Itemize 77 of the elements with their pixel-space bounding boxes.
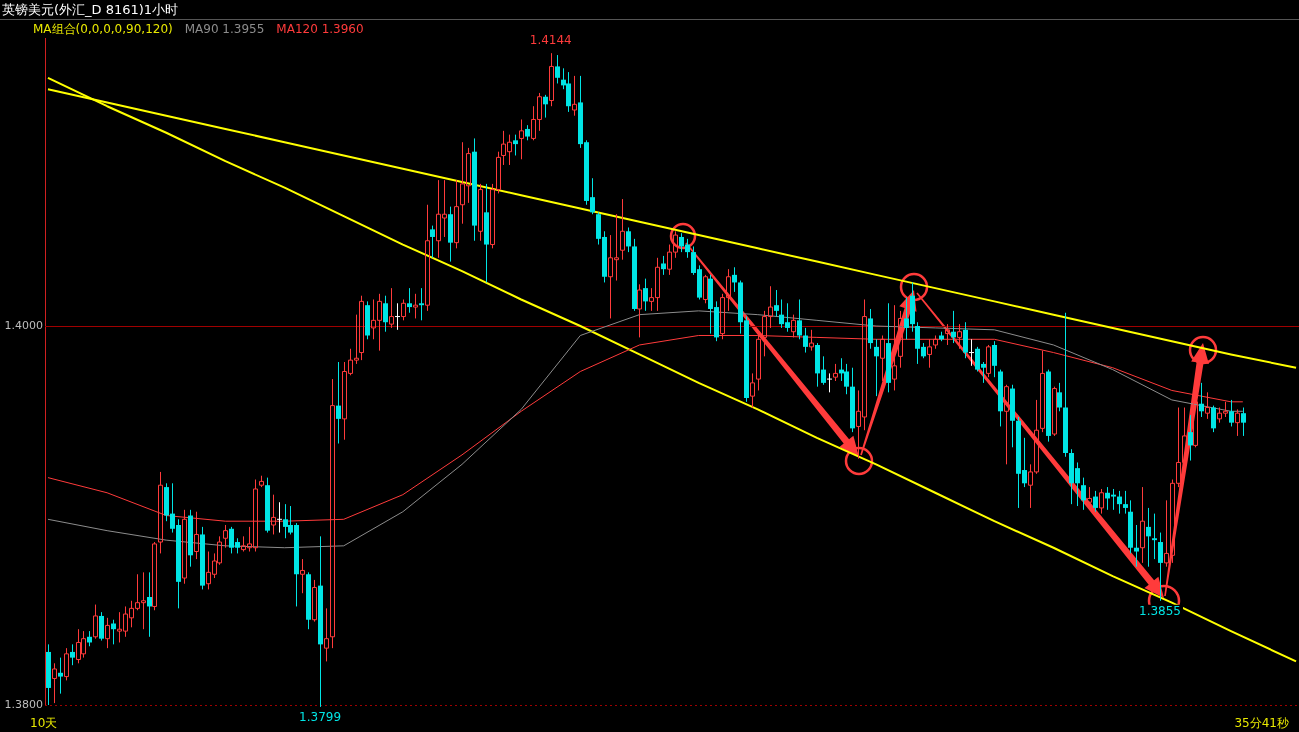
candlestick [223, 524, 228, 549]
candlestick [1229, 399, 1234, 427]
candlestick [276, 501, 283, 534]
candlestick [430, 225, 435, 259]
candlestick [992, 340, 997, 378]
candlestick [643, 278, 648, 312]
candlestick [826, 372, 833, 393]
candlestick [147, 571, 152, 638]
candlestick [407, 287, 412, 314]
candlestick [833, 363, 838, 382]
candlestick [963, 321, 968, 359]
candlestick [52, 662, 57, 704]
candlestick [803, 327, 808, 354]
candlestick [1241, 407, 1246, 437]
candlestick [774, 289, 779, 318]
candlestick [874, 338, 879, 397]
candlestick [626, 226, 631, 253]
candlestick [383, 295, 388, 333]
candlestick [732, 266, 737, 293]
candlestick [637, 283, 642, 338]
candlestick [1057, 382, 1062, 412]
candlestick [454, 179, 459, 249]
candlestick [324, 607, 329, 662]
candlestick [1146, 507, 1151, 568]
candlestick [1040, 350, 1045, 433]
candlestick [1004, 384, 1009, 465]
candlestick [1235, 408, 1240, 437]
candlestick [425, 204, 430, 312]
candlestick [1140, 486, 1145, 564]
text: 35分41秒 [1234, 715, 1289, 732]
candlestick [93, 604, 98, 640]
candlestick [413, 293, 418, 319]
candlestick [58, 657, 63, 695]
candlestick [555, 54, 560, 84]
candlestick [1093, 490, 1098, 513]
y-tick-label: 1.4000 [4, 318, 43, 332]
text: MA90 1.3955 [184, 21, 265, 37]
candlestick [1205, 391, 1210, 420]
annotation: 1.3799 [299, 710, 342, 725]
chart-subtitle: MA组合(0,0,0,0,90,120) [33, 21, 173, 37]
candlestick [359, 295, 364, 361]
candlestick [750, 372, 755, 408]
candlestick [419, 287, 424, 321]
candlestick [1134, 524, 1139, 568]
candlestick [927, 338, 932, 369]
candlestick [336, 361, 341, 445]
candlestick [300, 558, 305, 594]
candlestick [519, 118, 524, 160]
candlestick [394, 302, 401, 331]
candlestick [968, 338, 975, 367]
candlestick [572, 75, 577, 117]
candlestick [1199, 382, 1204, 418]
text: MA120 1.3960 [276, 21, 364, 37]
chart-title: 英镑美元(外汇_D 8161)1小时 [0, 0, 1299, 20]
candlestick [1081, 477, 1086, 511]
candlestick [312, 579, 317, 623]
candlestick [70, 643, 75, 666]
y-tick-label: 1.3800 [4, 697, 43, 711]
candlestick [620, 198, 625, 261]
text: 10天 [30, 715, 58, 732]
candlestick [1211, 405, 1216, 433]
candlestick [1117, 490, 1122, 515]
candlestick [543, 94, 548, 119]
candlestick [1123, 490, 1128, 515]
candlestick [549, 52, 554, 107]
candlestick [513, 134, 518, 156]
candlestick [478, 183, 483, 242]
candlestick [99, 611, 104, 642]
annotation: 1.4144 [529, 33, 572, 48]
candlestick [389, 287, 394, 329]
candlestick [1188, 414, 1193, 462]
annotation: 1.3855 [1139, 603, 1181, 618]
candlestick [797, 298, 802, 340]
candlestick [105, 617, 110, 649]
candlestick [661, 255, 666, 276]
candlestick [1158, 532, 1163, 602]
candlestick [1152, 513, 1157, 560]
